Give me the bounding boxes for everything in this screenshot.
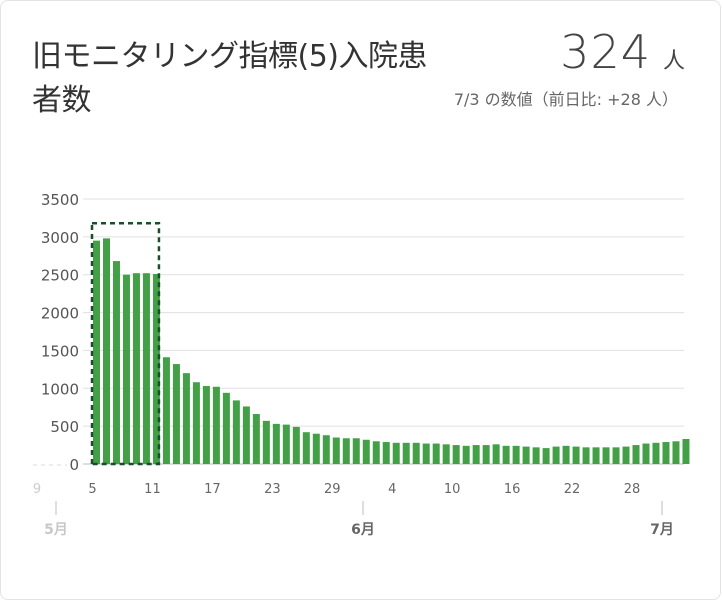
y-tick-label: 2000 (41, 305, 79, 323)
bar[interactable] (252, 414, 260, 464)
bar[interactable] (602, 447, 610, 464)
bar[interactable] (532, 447, 540, 464)
bar[interactable] (672, 441, 680, 464)
x-tick-label: 28 (624, 482, 641, 497)
bar[interactable] (352, 438, 360, 464)
bar[interactable] (592, 447, 600, 464)
value-display: 324 人 (560, 25, 685, 79)
bar[interactable] (682, 439, 690, 464)
bar[interactable] (622, 446, 630, 464)
month-label: 7月 (650, 522, 674, 538)
bar[interactable] (362, 439, 370, 464)
bar[interactable] (402, 442, 410, 464)
bar[interactable] (462, 445, 470, 464)
gridlines (33, 198, 684, 466)
bar[interactable] (662, 442, 670, 464)
bar[interactable] (422, 443, 430, 464)
bar[interactable] (522, 446, 530, 464)
x-axis: 5 11 17 23 29 4 10 16 22 28 9 5月 6月 7月 (33, 482, 674, 538)
y-tick-label: 2500 (41, 267, 79, 285)
x-tick-label: 11 (144, 482, 161, 497)
bar[interactable] (102, 238, 110, 464)
bar[interactable] (542, 448, 550, 464)
bar[interactable] (272, 423, 280, 464)
x-tick-label: 10 (444, 482, 461, 497)
bar[interactable] (412, 442, 420, 464)
bar[interactable] (322, 435, 330, 464)
bar[interactable] (192, 382, 200, 464)
x-tick-label-faded: 9 (33, 482, 41, 497)
bar[interactable] (122, 274, 130, 464)
month-label: 6月 (351, 522, 375, 538)
bar[interactable] (432, 443, 440, 464)
bar[interactable] (562, 445, 570, 464)
bar[interactable] (142, 273, 150, 464)
bar[interactable] (232, 400, 240, 464)
x-tick-label: 22 (564, 482, 581, 497)
value-subtitle: 7/3 の数値（前日比: +28 人） (453, 90, 678, 109)
x-tick-label: 16 (504, 482, 521, 497)
bar[interactable] (132, 273, 140, 464)
bar[interactable] (262, 420, 270, 464)
bar[interactable] (222, 392, 230, 464)
current-value: 324 (560, 25, 651, 79)
bar[interactable] (482, 445, 490, 464)
bar[interactable] (642, 443, 650, 464)
bar[interactable] (582, 447, 590, 464)
card-title: 旧モニタリング指標(5)入院患者数 (32, 39, 428, 118)
bar[interactable] (162, 357, 170, 464)
y-tick-label: 3000 (41, 229, 79, 247)
value-unit: 人 (662, 49, 685, 74)
bar[interactable] (182, 373, 190, 464)
bar[interactable] (292, 426, 300, 464)
bar[interactable] (472, 445, 480, 464)
x-tick-label: 17 (204, 482, 221, 497)
x-tick-label: 23 (264, 482, 281, 497)
y-tick-label: 1500 (41, 342, 79, 360)
highlight-box-outline (90, 221, 161, 466)
bar[interactable] (112, 261, 120, 464)
y-tick-label: 1000 (41, 380, 79, 398)
bar-chart: 0 500 1000 1500 2000 2500 3000 3500 5 11 17 23 29 4 1… (33, 191, 690, 538)
bar[interactable] (452, 445, 460, 464)
bar[interactable] (93, 240, 100, 464)
bar[interactable] (502, 445, 510, 464)
bar[interactable] (312, 433, 320, 464)
bar[interactable] (202, 386, 210, 464)
bar[interactable] (342, 438, 350, 464)
highlight-box (90, 221, 161, 466)
bar[interactable] (572, 446, 580, 464)
bar[interactable] (392, 442, 400, 464)
bar[interactable] (332, 437, 340, 465)
bar[interactable] (552, 446, 560, 464)
bar[interactable] (632, 445, 640, 464)
bars (93, 238, 690, 465)
bar[interactable] (492, 444, 500, 464)
y-tick-label: 0 (69, 456, 79, 474)
x-tick-label: 4 (388, 482, 396, 497)
bar[interactable] (302, 432, 310, 464)
x-tick-label: 5 (88, 482, 96, 497)
x-tick-label: 29 (324, 482, 341, 497)
bar[interactable] (372, 441, 380, 464)
bar[interactable] (242, 406, 250, 464)
bar[interactable] (212, 386, 220, 464)
bar[interactable] (652, 442, 660, 464)
bar[interactable] (172, 364, 180, 464)
y-axis: 0 500 1000 1500 2000 2500 3000 3500 (41, 191, 79, 474)
bar[interactable] (612, 447, 620, 464)
month-label: 5月 (44, 522, 68, 538)
bar[interactable] (282, 424, 290, 464)
bar[interactable] (382, 442, 390, 464)
y-tick-label: 500 (50, 418, 79, 436)
bar[interactable] (152, 273, 160, 464)
bar[interactable] (442, 444, 450, 464)
bar[interactable] (512, 445, 520, 464)
y-tick-label: 3500 (41, 191, 79, 209)
